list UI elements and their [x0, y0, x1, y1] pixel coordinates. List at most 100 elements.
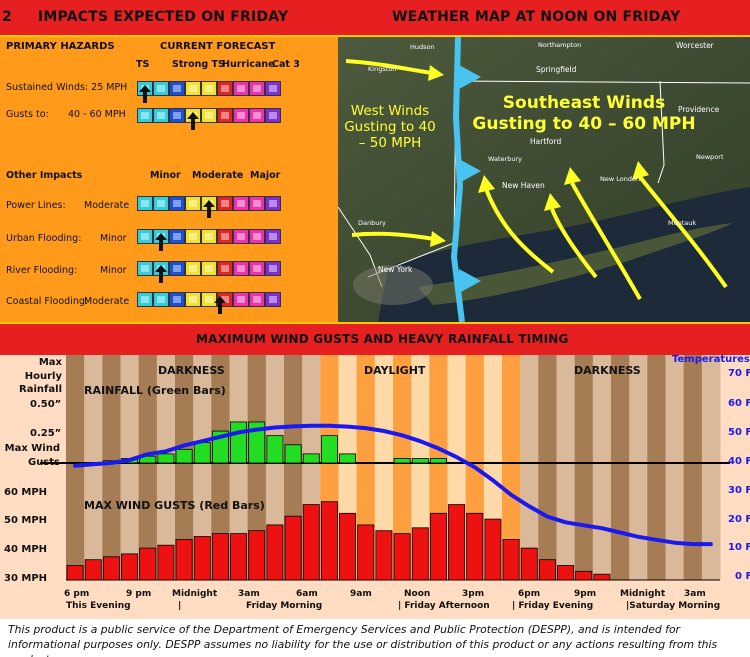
rainfall-tick: 0.50” [30, 399, 62, 410]
rainfall-axis-title: Max Hourly Rainfall [19, 357, 62, 395]
scale-label-ts: TS [136, 59, 150, 70]
background-stripe [211, 355, 230, 580]
swatch-highlight [157, 200, 165, 207]
wind-gust-bar [393, 533, 411, 581]
timing-chart [40, 355, 730, 581]
background-stripe [393, 355, 412, 580]
sustained-winds-label: Sustained Winds: 25 MPH [6, 82, 128, 93]
coastal-flooding-level: Moderate [84, 296, 130, 307]
time-label: Midnight [172, 589, 218, 599]
swatch-highlight [173, 265, 181, 272]
background-stripe [356, 355, 376, 580]
impacts-panel: PRIMARY HAZARDS CURRENT FORECAST TS Stro… [0, 37, 338, 322]
power-lines-level: Moderate [84, 200, 130, 211]
scale-swatch [169, 196, 185, 211]
disclaimer-text: This product is a public service of the … [8, 623, 718, 657]
temperature-tick: 60 F [728, 398, 750, 409]
river-flooding-scale [137, 261, 297, 283]
wind-gust-bar [121, 553, 139, 581]
time-label: 6am [296, 589, 318, 599]
urban-flooding-scale [137, 229, 297, 251]
weather-map-panel: Hudson Northampton Worcester Kingston Sp… [338, 37, 750, 322]
time-sublabel: |Saturday Morning [626, 601, 721, 611]
background-stripe [502, 355, 521, 580]
map-long-island [418, 223, 733, 305]
rainfall-bar [157, 453, 175, 464]
wind-gust-bar [538, 559, 556, 581]
temperature-tick: 30 F [728, 485, 750, 496]
rainfall-bar [411, 458, 429, 464]
river-flooding-label: River Flooding: [6, 265, 78, 276]
temperature-axis-title: Temperatures [672, 354, 750, 365]
scale-swatch [201, 229, 217, 244]
scale-swatch [265, 229, 281, 244]
time-sublabel: Friday Morning [246, 601, 323, 611]
swatch-highlight [221, 233, 229, 240]
rainfall-bar [339, 453, 357, 464]
rainfall-bar [193, 442, 211, 464]
urban-flooding-label: Urban Flooding: [6, 233, 82, 244]
west-winds-label: West Winds Gusting to 40 – 50 MPH [344, 103, 436, 152]
scale-swatch [169, 261, 185, 276]
swatch-highlight [269, 233, 277, 240]
swatch-highlight [221, 265, 229, 272]
swatch-highlight [205, 85, 213, 92]
footer: This product is a public service of the … [0, 619, 750, 657]
swatch-highlight [253, 200, 261, 207]
scale-swatch [137, 108, 153, 123]
swatch-highlight [253, 112, 261, 119]
swatch-highlight [221, 85, 229, 92]
scale-swatch [185, 196, 201, 211]
scale-swatch [153, 108, 169, 123]
wind-gust-bar [411, 527, 429, 581]
impact-scale-major: Major [250, 170, 281, 181]
scale-swatch [233, 81, 249, 96]
cold-front-line [450, 37, 465, 322]
scale-swatch [265, 196, 281, 211]
wind-tick: 30 MPH [4, 573, 48, 584]
swatch-highlight [221, 296, 229, 303]
wind-gust-bar [248, 530, 266, 581]
swatch-highlight [141, 233, 149, 240]
swatch-highlight [205, 296, 213, 303]
wind-gust-bar [284, 515, 302, 581]
swatch-highlight [189, 85, 197, 92]
swatch-highlight [221, 112, 229, 119]
wind-gust-bar [139, 547, 157, 581]
swatch-highlight [253, 233, 261, 240]
time-label: Midnight [620, 589, 666, 599]
scale-swatch [137, 292, 153, 307]
background-stripe [156, 355, 176, 580]
time-label: 3am [684, 589, 706, 599]
rainfall-bar [230, 421, 248, 464]
background-stripe [120, 355, 140, 580]
time-sublabel: This Evening [66, 601, 131, 611]
wind-arrow-west-head [428, 65, 444, 81]
rainfall-bar [320, 435, 338, 464]
front-triangle [459, 65, 481, 89]
wind-arrow-southeast-head [632, 161, 649, 180]
scale-swatch [137, 196, 153, 211]
swatch-highlight [205, 233, 213, 240]
arrow-shape [155, 265, 167, 283]
wind-gust-bar [339, 512, 357, 581]
background-stripe [611, 355, 630, 580]
coastal-flooding-label: Coastal Flooding: [6, 296, 89, 307]
town-label: New Haven [502, 181, 545, 190]
wind-gust-bar [375, 530, 393, 581]
wind-arrow-southeast [484, 188, 555, 274]
scale-swatch [249, 81, 265, 96]
wind-title: MAX WIND GUSTS (Red Bars) [84, 499, 265, 512]
wind-gust-bar [575, 570, 593, 581]
map-border-ma [455, 80, 750, 84]
southeast-winds-label: Southeast Winds Gusting to 40 – 60 MPH [472, 93, 696, 135]
wind-gust-bar [557, 565, 575, 581]
arrow-shape [155, 233, 167, 251]
period-label-darkness: DARKNESS [158, 364, 225, 377]
rainfall-bar [393, 458, 411, 464]
scale-swatch [185, 229, 201, 244]
map-city-glow [353, 265, 433, 305]
timing-title-band: MAXIMUM WIND GUSTS AND HEAVY RAINFALL TI… [0, 322, 750, 355]
scale-swatch [137, 229, 153, 244]
wind-gust-bar [502, 538, 520, 581]
